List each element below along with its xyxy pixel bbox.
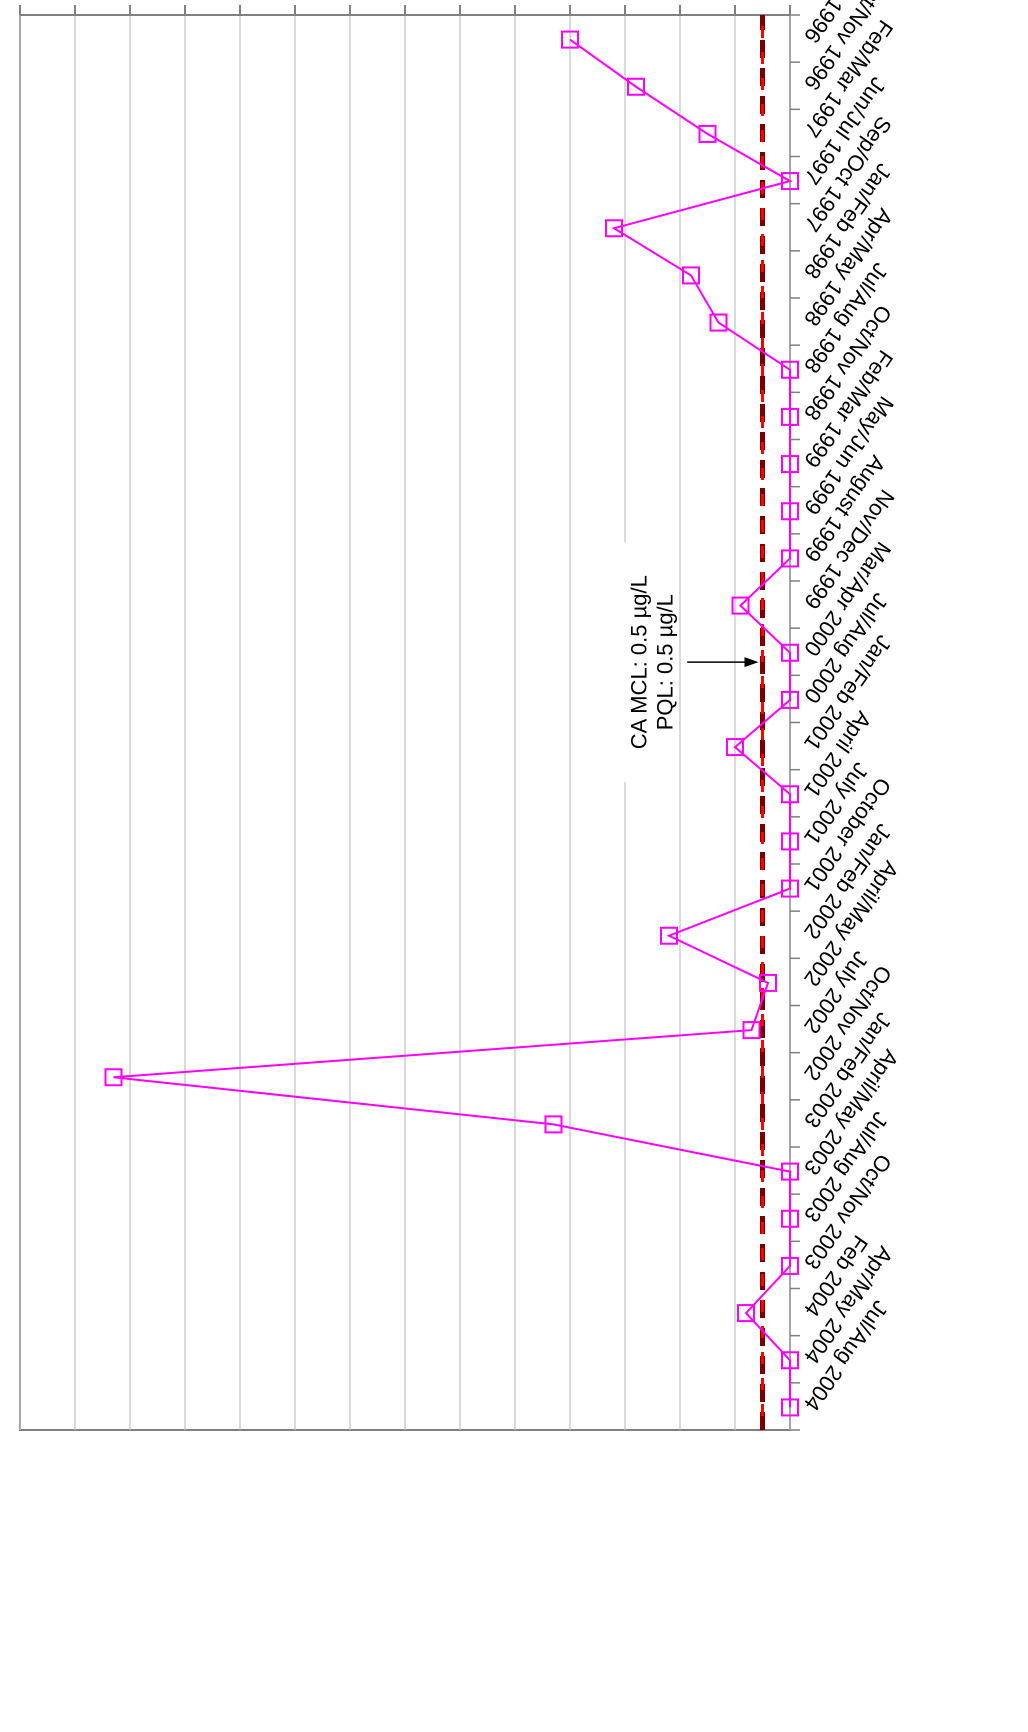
data-point [781,1256,799,1275]
data-point [682,266,700,285]
data-point [781,1209,799,1228]
data-point [731,596,750,615]
annotation-box [583,542,647,783]
annotation-arrowhead [744,657,759,668]
data-point [781,360,799,379]
data-point [726,738,744,757]
data-point [781,172,799,191]
data-point [781,643,799,662]
data-point [781,549,799,568]
data-point [781,1398,799,1417]
data-point [660,926,678,945]
data-point [698,124,717,143]
data-point [104,1068,123,1087]
annotation-text: PQL: 0.5 µg/L [653,594,678,730]
data-point [605,219,623,238]
data-point [781,502,799,521]
data-point [627,77,645,96]
data-point [781,407,799,426]
data-point [737,1304,755,1323]
data-point [709,313,728,332]
annotation-text: CA MCL: 0.5 µg/L [627,575,652,749]
data-point [742,1021,761,1040]
data-point [759,973,777,992]
data-point [781,1351,799,1370]
rotated-chart-group: 0.01.02.03.04.05.06.07.08.09.010.011.012… [19,0,904,1431]
data-point [781,832,799,851]
data-point [781,879,799,898]
data-point [781,1162,799,1181]
data-point [544,1115,563,1134]
data-point [561,30,579,49]
data-point [781,785,799,804]
data-point [781,690,799,709]
data-point [781,455,799,474]
